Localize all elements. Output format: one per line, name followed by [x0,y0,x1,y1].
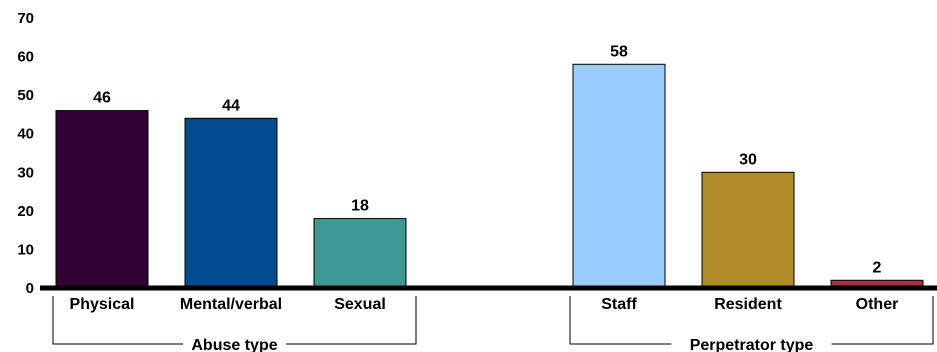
bar-staff [572,63,666,289]
y-tick-label-6: 60 [17,49,34,66]
value-label-staff: 58 [610,43,628,60]
category-label-staff: Staff [601,296,637,313]
y-tick-label-4: 40 [17,126,34,143]
y-axis-ticks: 0 10 20 30 40 50 60 70 [17,10,34,297]
y-tick-label-5: 50 [17,87,34,104]
group-brackets: Abuse type Perpetrator type [52,296,934,352]
group-label-abuse-type: Abuse type [191,337,277,352]
y-tick-label-2: 20 [17,203,34,220]
bar-resident [701,171,795,289]
y-tick-label-7: 70 [17,10,34,27]
y-tick-label-0: 0 [26,280,34,297]
bars [55,63,924,289]
value-label-sexual: 18 [351,198,369,215]
y-tick-label-3: 30 [17,164,34,181]
category-labels: Physical Mental/verbal Sexual Staff Resident… [70,296,899,313]
bar-sexual [313,218,407,289]
bar-physical [55,110,149,289]
category-label-other: Other [856,296,899,313]
value-labels: 46 44 18 58 30 2 [93,43,881,276]
value-label-mental-verbal: 44 [222,97,240,114]
group-bracket-left-line [52,296,183,345]
bar-mental-verbal [184,117,278,289]
y-tick-label-1: 10 [17,241,34,258]
group-bracket-perpetrator-type: Perpetrator type [569,296,934,352]
category-label-sexual: Sexual [334,296,386,313]
group-bracket-abuse-type: Abuse type [52,296,417,352]
category-label-physical: Physical [70,296,135,313]
group-bracket-left-line [569,296,672,345]
value-label-physical: 46 [93,90,111,107]
category-label-resident: Resident [714,296,782,313]
category-label-mental-verbal: Mental/verbal [180,296,282,313]
group-bracket-right-line [831,296,934,345]
group-bracket-right-line [286,296,417,345]
value-label-resident: 30 [739,151,757,168]
group-label-perpetrator-type: Perpetrator type [690,337,814,352]
value-label-other: 2 [873,259,882,276]
